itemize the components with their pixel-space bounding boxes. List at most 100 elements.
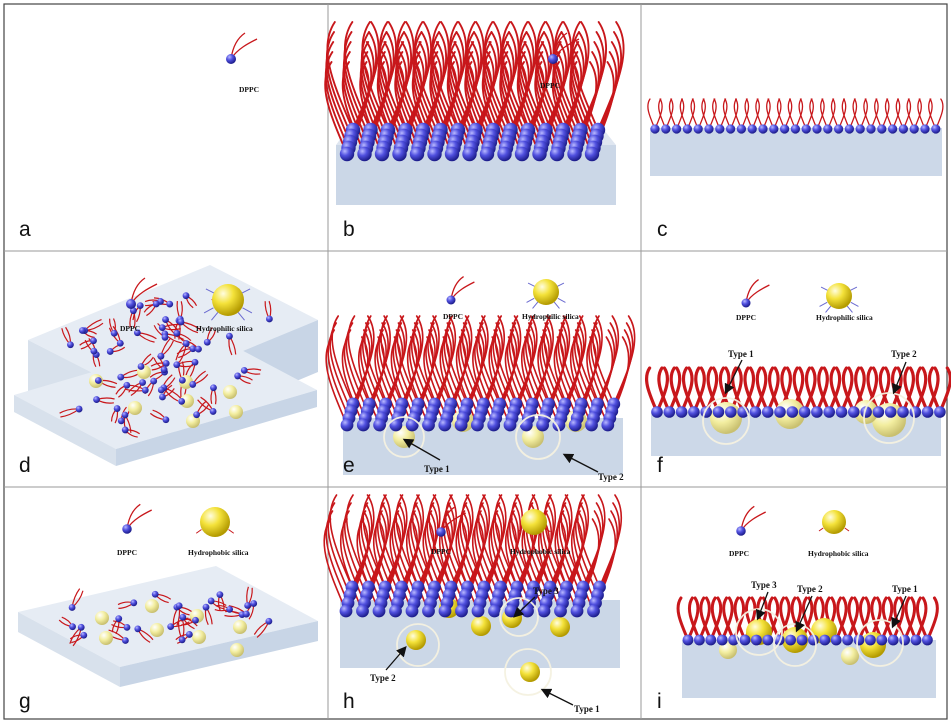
- dppc-head: [90, 347, 98, 355]
- dppc-tail: [374, 336, 397, 426]
- dppc-tail: [343, 31, 370, 137]
- dppc-head: [454, 418, 468, 432]
- dppc-head: [193, 411, 200, 419]
- dppc-head: [141, 386, 149, 394]
- dppc-tail: [471, 336, 495, 426]
- dppc-tail: [488, 336, 511, 426]
- dppc-head: [392, 146, 407, 162]
- dppc-tail: [535, 41, 561, 143]
- legend-silica-stub: [545, 528, 551, 533]
- type-circle: [773, 623, 817, 667]
- dppc-head: [801, 124, 811, 134]
- dppc-head: [661, 124, 671, 134]
- dppc-head: [774, 406, 786, 418]
- dppc-head: [356, 604, 369, 618]
- dppc-head: [136, 302, 144, 310]
- legend-silica-stub: [846, 305, 853, 313]
- dppc-head: [134, 625, 142, 633]
- dppc-head: [811, 406, 823, 418]
- dppc-tail: [455, 336, 479, 426]
- dppc-head: [693, 124, 703, 134]
- dppc-tail: [534, 61, 558, 155]
- dppc-tail: [508, 322, 532, 412]
- dppc-head: [339, 604, 353, 618]
- silica-particle: [471, 616, 491, 636]
- dppc-tail: [377, 51, 402, 149]
- type-circle: [863, 392, 915, 444]
- dppc-head: [389, 604, 402, 618]
- silica-particle: [99, 631, 113, 645]
- dppc-tail: [588, 329, 611, 419]
- dppc-head: [921, 406, 934, 418]
- dppc-tail: [569, 51, 595, 149]
- dppc-head: [536, 418, 549, 432]
- dppc-head: [865, 634, 876, 646]
- dppc-tail: [492, 322, 515, 412]
- dppc-tail: [408, 329, 432, 419]
- silica-particle: [522, 426, 544, 448]
- dppc-head: [554, 604, 567, 618]
- dppc-tail: [342, 51, 367, 149]
- dppc-tail: [557, 322, 580, 412]
- dppc-head: [216, 591, 224, 599]
- dppc-tail: [517, 41, 544, 143]
- dppc-tail: [327, 502, 351, 596]
- dppc-head: [568, 418, 582, 432]
- dppc-tail: [412, 51, 437, 149]
- dppc-head: [161, 333, 169, 341]
- dppc-head: [844, 124, 855, 134]
- legend-hydrophilic-silica-icon: [212, 284, 244, 316]
- dppc-head: [389, 418, 403, 432]
- dppc-tail: [342, 41, 369, 143]
- dppc-head: [182, 340, 190, 347]
- label-e-type2: Type 2: [598, 472, 624, 482]
- arrow-i-type3: [755, 591, 769, 621]
- dppc-tail: [449, 21, 477, 131]
- dppc-head: [688, 406, 700, 418]
- dppc-head: [479, 146, 495, 162]
- substrate-d: [14, 336, 317, 466]
- dppc-tail: [573, 322, 597, 412]
- silica-particle: [180, 394, 194, 408]
- type-circle: [702, 397, 750, 445]
- panel-letter-e: e: [343, 454, 355, 477]
- dppc-head: [162, 416, 170, 424]
- dppc-head: [663, 406, 676, 418]
- panel-grid: [3, 3, 948, 720]
- arrow-e-type2: [562, 453, 599, 473]
- dppc-tail: [447, 51, 472, 149]
- legend-hydrophilic-silica-icon: [826, 283, 852, 309]
- dppc-head: [202, 603, 210, 611]
- dppc-head: [265, 617, 273, 625]
- dppc-head: [405, 418, 419, 432]
- dppc-tail: [459, 322, 483, 412]
- dppc-tail: [539, 329, 562, 419]
- dppc-head: [409, 146, 425, 162]
- dppc-head: [374, 146, 390, 162]
- dppc-head: [897, 406, 909, 418]
- dppc-tail: [441, 329, 464, 419]
- dppc-tail: [590, 322, 613, 412]
- dppc-head: [137, 363, 145, 370]
- dppc-tail: [555, 329, 578, 419]
- dppc-head: [682, 634, 694, 646]
- legend-silica-stub: [527, 282, 536, 287]
- dppc-tail: [329, 322, 352, 412]
- arrow-e-type1: [402, 438, 441, 461]
- dppc-head: [265, 315, 273, 323]
- dppc-tail: [536, 21, 564, 131]
- legend-dppc-d: DPPC: [120, 324, 140, 333]
- dppc-tail: [345, 494, 370, 588]
- dppc-head: [106, 348, 114, 355]
- legend-silica-stub: [526, 297, 535, 303]
- dppc-head: [182, 292, 190, 300]
- dppc-tail: [425, 329, 448, 419]
- type-annotations: Type 1 Type 2 Type 1 Type 2 Type 3 Type …: [370, 349, 918, 714]
- dppc-head: [139, 379, 146, 386]
- dppc-tail: [429, 61, 453, 155]
- dppc-head: [116, 339, 124, 347]
- dppc-head: [462, 146, 477, 162]
- legend-dppc-head-icon: [226, 54, 236, 64]
- dppc-head: [80, 631, 88, 639]
- dppc-head: [830, 634, 842, 646]
